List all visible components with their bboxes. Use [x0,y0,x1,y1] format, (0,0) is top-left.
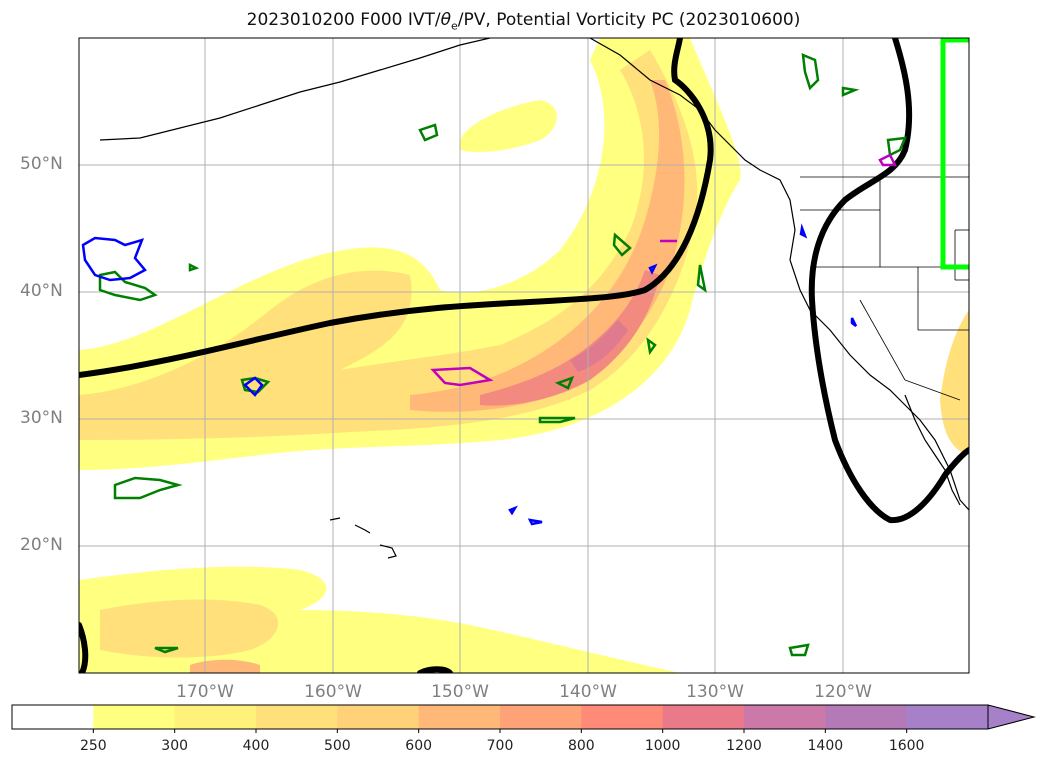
hawaii [329,517,397,559]
ivt-north-blob [460,100,557,152]
lat-label-50n: 50°N [20,154,63,174]
colorbar-segment [662,705,745,729]
colorbar-segment [418,705,501,729]
pv-contours-magenta [430,153,898,387]
colorbar-tick-label: 400 [242,738,270,754]
pv-contours-blue [81,223,858,526]
theta-e-contour-east [808,38,969,524]
colorbar-segment [174,705,257,729]
plot-frame [78,37,970,674]
domain-box [940,38,969,270]
ivt-river-peak [570,320,628,372]
colorbar [11,704,1036,733]
lon-label-170w: 170°W [176,682,234,702]
colorbar-segment [256,705,338,729]
theta-e-contour-sw [79,622,89,673]
colorbar-tick-label: 1000 [644,738,681,754]
lat-label-40n: 40°N [20,281,63,301]
colorbar-tick-label: 800 [567,738,595,754]
ivt-south-core [190,659,260,673]
colorbar-tick-label: 500 [323,738,351,754]
colorbar-extend-arrow [987,704,1036,730]
colorbar-segment [93,705,176,729]
colorbar-tick-label: 1600 [888,738,925,754]
colorbar-segment [337,705,420,729]
colorbar-segment [825,705,908,729]
lon-label-120w: 120°W [814,682,872,702]
colorbar-tick-label: 1400 [807,738,844,754]
theta-e-contours [79,38,969,673]
graticule [79,38,969,673]
colorbar-segment [906,705,989,729]
colorbar-segment [581,705,664,729]
colorbar-segment [744,705,826,729]
colorbar-segment [12,705,94,729]
ivt-south-inner [100,599,279,658]
alaska-coast [99,38,491,141]
map-title: 2023010200 F000 IVT/θe/PV, Potential Vor… [246,10,801,33]
colorbar-segment [500,705,582,729]
plot-area [79,38,969,673]
pv-contours-green [98,53,907,657]
colorbar-tick-label: 250 [79,738,107,754]
colorbar-tick-label: 300 [161,738,189,754]
lon-label-140w: 140°W [559,682,617,702]
baja-coast [904,394,961,506]
lon-label-130w: 130°W [686,682,744,702]
lat-label-20n: 20°N [20,535,63,555]
lon-label-150w: 150°W [431,682,489,702]
colorbar-tick-label: 700 [486,738,514,754]
theta-e-contour-main [79,38,714,378]
lon-label-160w: 160°W [304,682,362,702]
colorbar-tick-label: 600 [405,738,433,754]
lat-label-30n: 30°N [20,408,63,428]
theta-e-contour-s [417,666,453,673]
colorbar-tick-label: 1200 [726,738,762,754]
